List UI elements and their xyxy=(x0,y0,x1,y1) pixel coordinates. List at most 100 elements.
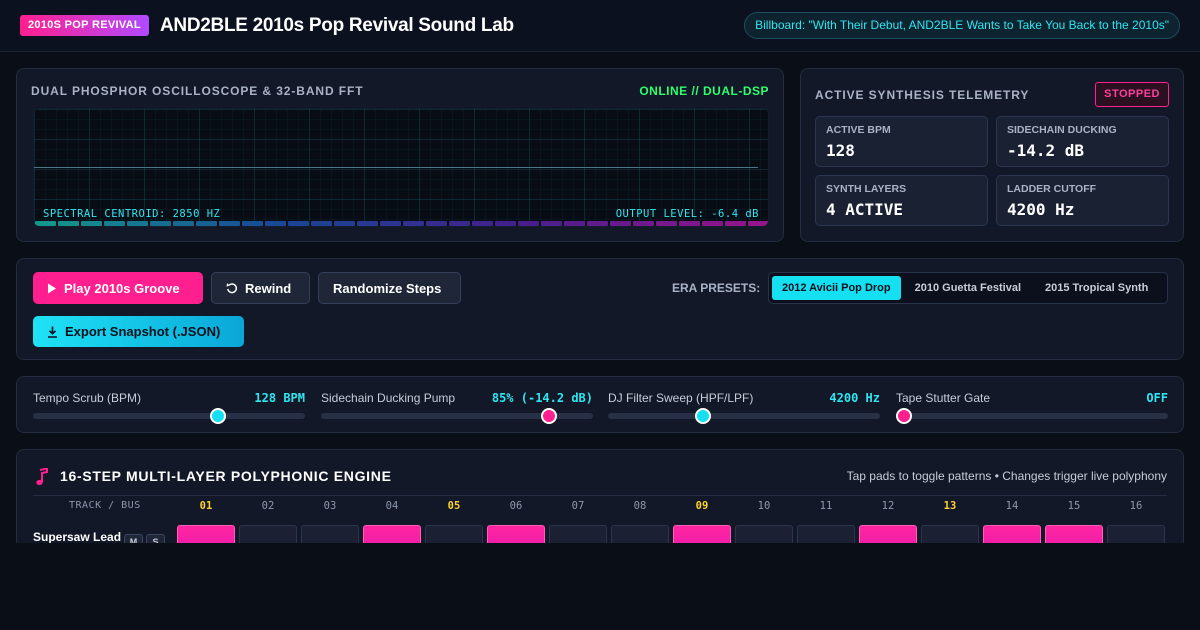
export-snapshot-button[interactable]: Export Snapshot (.JSON) xyxy=(33,316,244,347)
slider-track[interactable] xyxy=(608,408,880,424)
step-number: 11 xyxy=(819,500,833,512)
rewind-button[interactable]: Rewind xyxy=(211,272,310,304)
slider-thumb[interactable] xyxy=(209,408,226,424)
fft-band xyxy=(495,221,516,226)
transport-panel: Play 2010s Groove Rewind Randomize Steps… xyxy=(16,258,1184,360)
fft-band xyxy=(81,221,102,226)
fft-band xyxy=(403,221,424,226)
fft-band xyxy=(518,221,539,226)
slider-label: DJ Filter Sweep (HPF/LPF) xyxy=(608,391,754,405)
slider-thumb[interactable] xyxy=(695,408,712,424)
fft-band xyxy=(58,221,79,226)
era-badge: 2010S POP REVIVAL xyxy=(20,15,149,36)
step-pad[interactable] xyxy=(425,525,483,543)
metric-synth-layers: SYNTH LAYERS 4 ACTIVE xyxy=(815,175,988,226)
step-number: 02 xyxy=(261,500,275,512)
step-pad[interactable] xyxy=(1107,525,1165,543)
step-pad[interactable] xyxy=(549,525,607,543)
step-pad[interactable] xyxy=(177,525,235,543)
step-pad[interactable] xyxy=(735,525,793,543)
waveform-trace xyxy=(34,167,758,168)
slider-thumb[interactable] xyxy=(896,408,913,424)
metric-label: ACTIVE BPM xyxy=(826,124,891,136)
fft-band-strip xyxy=(35,221,768,226)
step-number: 01 xyxy=(199,500,213,512)
fft-band xyxy=(311,221,332,226)
metric-value: 4 ACTIVE xyxy=(826,200,904,219)
slider-label: Tempo Scrub (BPM) xyxy=(33,391,142,405)
step-number: 04 xyxy=(385,500,399,512)
oscilloscope-panel: DUAL PHOSPHOR OSCILLOSCOPE & 32-BAND FFT… xyxy=(16,68,784,242)
step-pad[interactable] xyxy=(611,525,669,543)
era-preset-2012-avicii[interactable]: 2012 Avicii Pop Drop xyxy=(772,276,901,300)
step-number: 14 xyxy=(1005,500,1019,512)
step-number-header: 01 02 03 04 05 06 07 08 09 10 11 12 13 14 15 16 xyxy=(177,500,1167,512)
fft-band xyxy=(219,221,240,226)
randomize-steps-button[interactable]: Randomize Steps xyxy=(318,272,461,304)
metric-label: SYNTH LAYERS xyxy=(826,183,907,195)
step-pad[interactable] xyxy=(239,525,297,543)
track-name-supersaw-lead: Supersaw Lead xyxy=(33,530,122,543)
fft-band xyxy=(127,221,148,226)
step-pad[interactable] xyxy=(859,525,917,543)
fft-band xyxy=(610,221,631,226)
fft-band xyxy=(748,221,768,226)
step-pad[interactable] xyxy=(487,525,545,543)
slider-thumb[interactable] xyxy=(541,408,558,424)
slider-track[interactable] xyxy=(896,408,1168,424)
step-pad[interactable] xyxy=(673,525,731,543)
step-number: 07 xyxy=(571,500,585,512)
fft-band xyxy=(449,221,470,226)
fft-band xyxy=(564,221,585,226)
play-icon xyxy=(48,283,56,293)
step-pad[interactable] xyxy=(797,525,855,543)
fft-band xyxy=(196,221,217,226)
spectral-centroid-readout: SPECTRAL CENTROID: 2850 HZ xyxy=(43,208,221,220)
fft-band xyxy=(104,221,125,226)
solo-button[interactable]: S xyxy=(146,534,165,543)
step-pad-row-supersaw-lead xyxy=(177,525,1167,543)
metric-label: SIDECHAIN DUCKING xyxy=(1007,124,1117,136)
track-bus-header: TRACK / BUS xyxy=(69,500,141,511)
era-preset-2010-guetta[interactable]: 2010 Guetta Festival xyxy=(914,282,1021,294)
fft-band xyxy=(426,221,447,226)
telemetry-panel: ACTIVE SYNTHESIS TELEMETRY STOPPED ACTIV… xyxy=(800,68,1184,242)
mute-button[interactable]: M xyxy=(124,534,143,543)
slider-track[interactable] xyxy=(33,408,305,424)
era-presets-label: ERA PRESETS: xyxy=(672,281,761,295)
step-pad[interactable] xyxy=(363,525,421,543)
play-button[interactable]: Play 2010s Groove xyxy=(33,272,203,304)
step-pad[interactable] xyxy=(921,525,979,543)
fft-band xyxy=(173,221,194,226)
fft-band xyxy=(150,221,171,226)
step-pad[interactable] xyxy=(301,525,359,543)
fft-band xyxy=(265,221,286,226)
output-level-readout: OUTPUT LEVEL: -6.4 dB xyxy=(615,208,759,220)
transport-status-badge: STOPPED xyxy=(1095,82,1169,107)
telemetry-title: ACTIVE SYNTHESIS TELEMETRY xyxy=(815,88,1030,102)
download-icon xyxy=(48,326,57,338)
era-preset-2015-tropical[interactable]: 2015 Tropical Synth xyxy=(1045,282,1149,294)
era-preset-selector: 2012 Avicii Pop Drop 2010 Guetta Festiva… xyxy=(768,272,1168,304)
play-button-label: Play 2010s Groove xyxy=(64,280,180,296)
step-pad[interactable] xyxy=(983,525,1041,543)
step-number: 16 xyxy=(1129,500,1143,512)
fft-band xyxy=(380,221,401,226)
metric-value: -14.2 dB xyxy=(1007,141,1085,160)
news-ticker[interactable]: Billboard: "With Their Debut, AND2BLE Wa… xyxy=(744,12,1180,39)
app-title: AND2BLE 2010s Pop Revival Sound Lab xyxy=(160,15,514,36)
step-pad[interactable] xyxy=(1045,525,1103,543)
divider xyxy=(33,495,1167,496)
performance-sliders-panel: Tempo Scrub (BPM) 128 BPM Sidechain Duck… xyxy=(16,376,1184,433)
slider-value: 85% (-14.2 dB) xyxy=(491,391,593,405)
slider-value: 128 BPM xyxy=(254,391,305,405)
slider-track[interactable] xyxy=(321,408,593,424)
export-button-label: Export Snapshot (.JSON) xyxy=(65,324,221,339)
fft-band xyxy=(357,221,378,226)
randomize-button-label: Randomize Steps xyxy=(333,280,442,296)
fft-band xyxy=(656,221,677,226)
fft-band xyxy=(242,221,263,226)
rewind-button-label: Rewind xyxy=(245,280,292,296)
step-number: 03 xyxy=(323,500,337,512)
step-number: 09 xyxy=(695,500,709,512)
